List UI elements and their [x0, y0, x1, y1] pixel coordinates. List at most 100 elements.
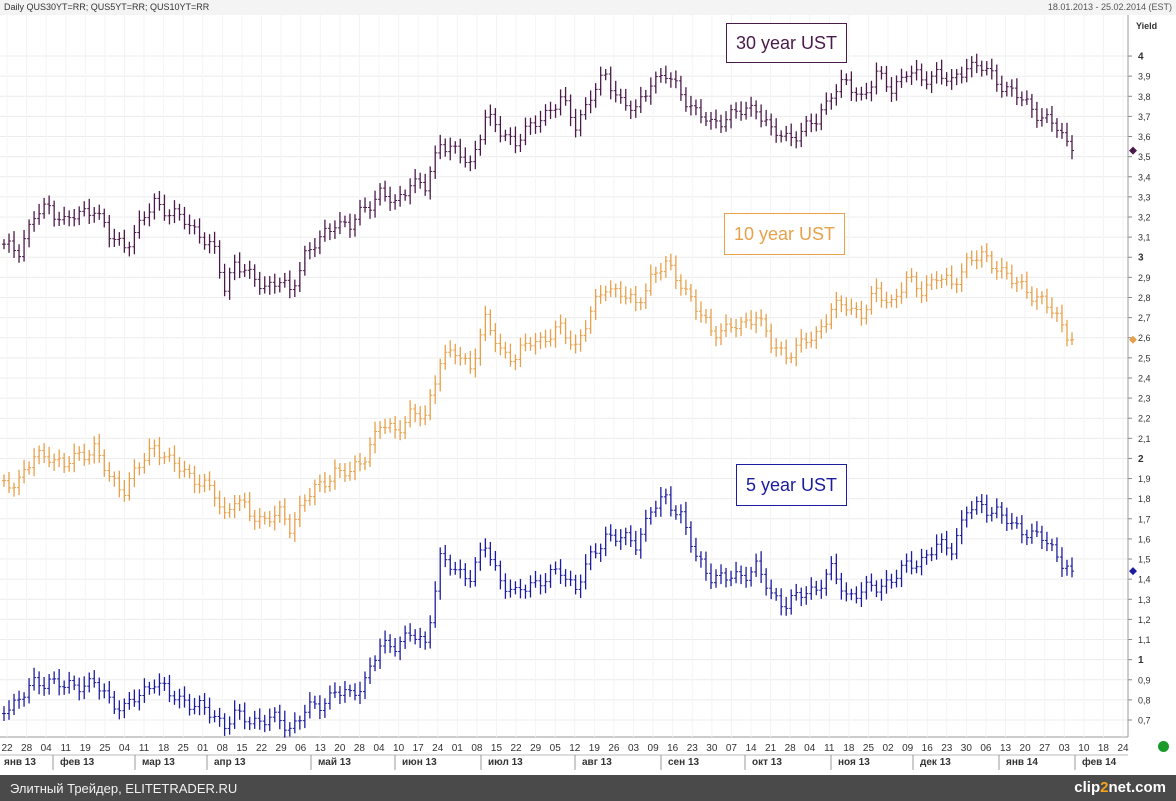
x-day-label: 25: [178, 743, 190, 754]
y-tick-label: 1,3: [1138, 595, 1151, 605]
y-tick-label: 3: [1138, 253, 1144, 264]
y-tick-label: 4: [1138, 52, 1144, 63]
x-day-label: 28: [785, 743, 797, 754]
x-day-label: 25: [99, 743, 111, 754]
x-day-label: 05: [550, 743, 562, 754]
y-tick-label: 2,7: [1138, 313, 1151, 323]
x-day-label: 24: [432, 743, 444, 754]
y-tick-label: 2,3: [1138, 394, 1151, 404]
status-indicator: [1158, 741, 1169, 752]
y-tick-label: 0,7: [1138, 716, 1151, 726]
x-day-label: 23: [687, 743, 699, 754]
y-tick-label: 3,2: [1138, 213, 1151, 223]
y-tick-label: 2,4: [1138, 373, 1151, 383]
last-value-marker: [1129, 146, 1137, 155]
x-day-label: 20: [1020, 743, 1032, 754]
x-day-label: 29: [530, 743, 542, 754]
y-tick-label: 3,3: [1138, 192, 1151, 202]
x-month-label: июн 13: [402, 757, 437, 768]
x-day-label: 22: [256, 743, 268, 754]
x-month-label: фев 14: [1082, 756, 1117, 768]
plot-area: [0, 15, 1128, 737]
label-10-year: 10 year UST: [724, 213, 845, 255]
y-tick-label: 3,8: [1138, 92, 1151, 102]
yield-chart[interactable]: 0,7 0,8 0,9 1 1,1 1,2 1,3 1,4 1,5 1,6 1,7 1,8 1,9 2 2,…: [0, 15, 1176, 775]
logo-part-two: 2: [1100, 779, 1109, 796]
y-tick-label: 3,9: [1138, 72, 1151, 82]
x-month-label: янв 13: [4, 757, 36, 768]
x-day-label: 16: [667, 743, 679, 754]
x-day-label: 07: [726, 743, 738, 754]
x-day-label: 09: [648, 743, 660, 754]
last-value-marker: [1129, 567, 1137, 576]
x-day-label: 13: [315, 743, 327, 754]
y-tick-label: 0,8: [1138, 695, 1151, 705]
x-month-label: фев 13: [60, 756, 95, 768]
x-day-label: 10: [1078, 743, 1090, 754]
chart-header: Daily QUS30YT=RR; QUS5YT=RR; QUS10YT=RR …: [0, 0, 1176, 16]
y-axis-area: [1128, 15, 1176, 775]
x-day-label: 04: [804, 743, 816, 754]
label-5-year: 5 year UST: [736, 464, 847, 506]
x-day-label: 15: [491, 743, 503, 754]
y-tick-label: 1,7: [1138, 514, 1151, 524]
x-day-label: 17: [413, 743, 425, 754]
x-day-label: 25: [863, 743, 875, 754]
x-day-label: 14: [745, 743, 757, 754]
x-day-label: 22: [1, 743, 13, 754]
x-month-label: янв 14: [1006, 757, 1038, 768]
x-day-label: 26: [608, 743, 620, 754]
x-day-label: 22: [510, 743, 522, 754]
y-tick-label: 1,8: [1138, 494, 1151, 504]
y-tick-label: 1,5: [1138, 555, 1151, 565]
x-day-label: 03: [1059, 743, 1071, 754]
last-value-marker: [1129, 335, 1137, 344]
y-tick-label: 1,6: [1138, 534, 1151, 544]
y-tick-label: 3,7: [1138, 112, 1151, 122]
x-day-label: 19: [589, 743, 601, 754]
y-tick-label: 2,2: [1138, 414, 1151, 424]
footer-bar: Элитный Трейдер, ELITETRADER.RU clip2net…: [0, 775, 1176, 801]
x-month-label: дек 13: [920, 757, 951, 768]
y-tick-label: 2,6: [1138, 333, 1151, 343]
x-day-label: 18: [1098, 743, 1110, 754]
x-day-label: 30: [706, 743, 718, 754]
x-day-label: 04: [373, 743, 385, 754]
footer-credit: Элитный Трейдер, ELITETRADER.RU: [10, 781, 238, 796]
y-tick-label: 3,6: [1138, 132, 1151, 142]
chart-title: Daily QUS30YT=RR; QUS5YT=RR; QUS10YT=RR: [4, 2, 210, 12]
x-month-label: окт 13: [752, 757, 782, 768]
x-month-label: апр 13: [214, 757, 246, 768]
x-day-label: 20: [334, 743, 346, 754]
y-tick-label: 2,1: [1138, 434, 1151, 444]
x-day-label: 09: [902, 743, 914, 754]
x-day-label: 28: [21, 743, 33, 754]
x-day-label: 04: [41, 743, 53, 754]
x-day-label: 27: [1039, 743, 1051, 754]
clip2net-logo: clip2net.com: [1074, 779, 1166, 796]
x-day-label: 06: [295, 743, 307, 754]
label-30-year: 30 year UST: [726, 23, 847, 63]
x-day-label: 01: [452, 743, 464, 754]
x-month-label: сен 13: [668, 757, 700, 768]
x-month-label: июл 13: [488, 757, 523, 768]
x-month-label: мар 13: [142, 757, 175, 768]
x-day-label: 08: [471, 743, 483, 754]
x-day-label: 11: [61, 743, 72, 754]
y-axis-title: Yield: [1136, 21, 1157, 31]
y-tick-label: 1,9: [1138, 474, 1151, 484]
logo-part: clip: [1074, 779, 1101, 796]
logo-part-end: net.com: [1108, 779, 1166, 796]
x-day-label: 04: [119, 743, 131, 754]
x-day-label: 02: [882, 743, 894, 754]
y-tick-label: 3,5: [1138, 152, 1151, 162]
x-day-label: 03: [628, 743, 640, 754]
y-tick-label: 2,8: [1138, 293, 1151, 303]
y-tick-label: 3,4: [1138, 172, 1151, 182]
x-day-label: 01: [197, 743, 209, 754]
x-day-label: 08: [217, 743, 229, 754]
x-day-label: 29: [276, 743, 288, 754]
x-month-label: ноя 13: [838, 757, 870, 768]
y-tick-label: 0,9: [1138, 675, 1151, 685]
y-tick-label: 1,2: [1138, 615, 1151, 625]
